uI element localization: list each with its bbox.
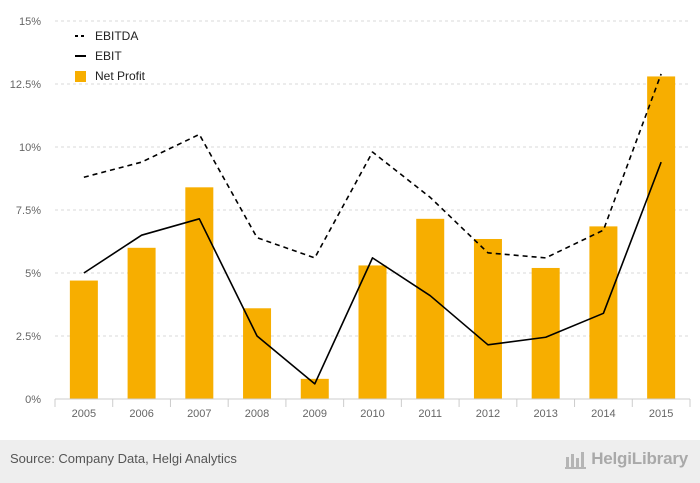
bar-net-profit [473, 238, 502, 399]
legend-label: EBIT [95, 49, 122, 63]
y-tick-label: 12.5% [10, 79, 41, 91]
bar-net-profit [358, 265, 387, 399]
bar-net-profit [300, 378, 329, 399]
bar-net-profit [69, 280, 98, 399]
x-tick-label: 2009 [303, 408, 327, 420]
y-tick-label: 7.5% [16, 205, 41, 217]
y-tick-label: 2.5% [16, 331, 41, 343]
x-tick-label: 2010 [360, 408, 384, 420]
x-tick-label: 2011 [418, 408, 442, 420]
brand-name: HelgiLibrary [591, 449, 688, 468]
x-tick-label: 2013 [533, 408, 557, 420]
x-tick-label: 2007 [187, 408, 211, 420]
x-tick-label: 2014 [591, 408, 615, 420]
bar-net-profit [647, 76, 676, 399]
bar-net-profit [416, 218, 445, 399]
line-ebitda [83, 73, 662, 259]
x-tick-label: 2006 [129, 408, 153, 420]
chart-area: 0% 2.5% 5% 7.5% 10% 12.5% 15% 2005 2006 2007 2008 2… [10, 16, 691, 420]
bar-net-profit [243, 308, 272, 399]
brand-logo: HelgiLibrary [565, 449, 688, 469]
legend-swatch [75, 71, 86, 82]
y-tick-label: 10% [19, 142, 41, 154]
y-tick-label: 5% [25, 268, 41, 280]
source-text: Source: Company Data, Helgi Analytics [10, 451, 237, 466]
footer: Source: Company Data, Helgi Analytics He… [0, 440, 700, 483]
x-tick-label: 2012 [476, 408, 500, 420]
bar-net-profit [127, 247, 156, 399]
line-ebit [83, 161, 662, 385]
library-icon [565, 452, 587, 469]
bar-net-profit [185, 187, 214, 399]
y-tick-label: 15% [19, 16, 41, 28]
legend-label: Net Profit [95, 69, 146, 83]
x-tick-label: 2015 [649, 408, 673, 420]
x-tick-label: 2008 [245, 408, 269, 420]
chart-svg: 0% 2.5% 5% 7.5% 10% 12.5% 15% 2005 2006 2007 2008 2… [10, 16, 691, 420]
y-tick-label: 0% [25, 394, 41, 406]
legend-label: EBITDA [95, 29, 138, 43]
x-tick-label: 2005 [72, 408, 96, 420]
